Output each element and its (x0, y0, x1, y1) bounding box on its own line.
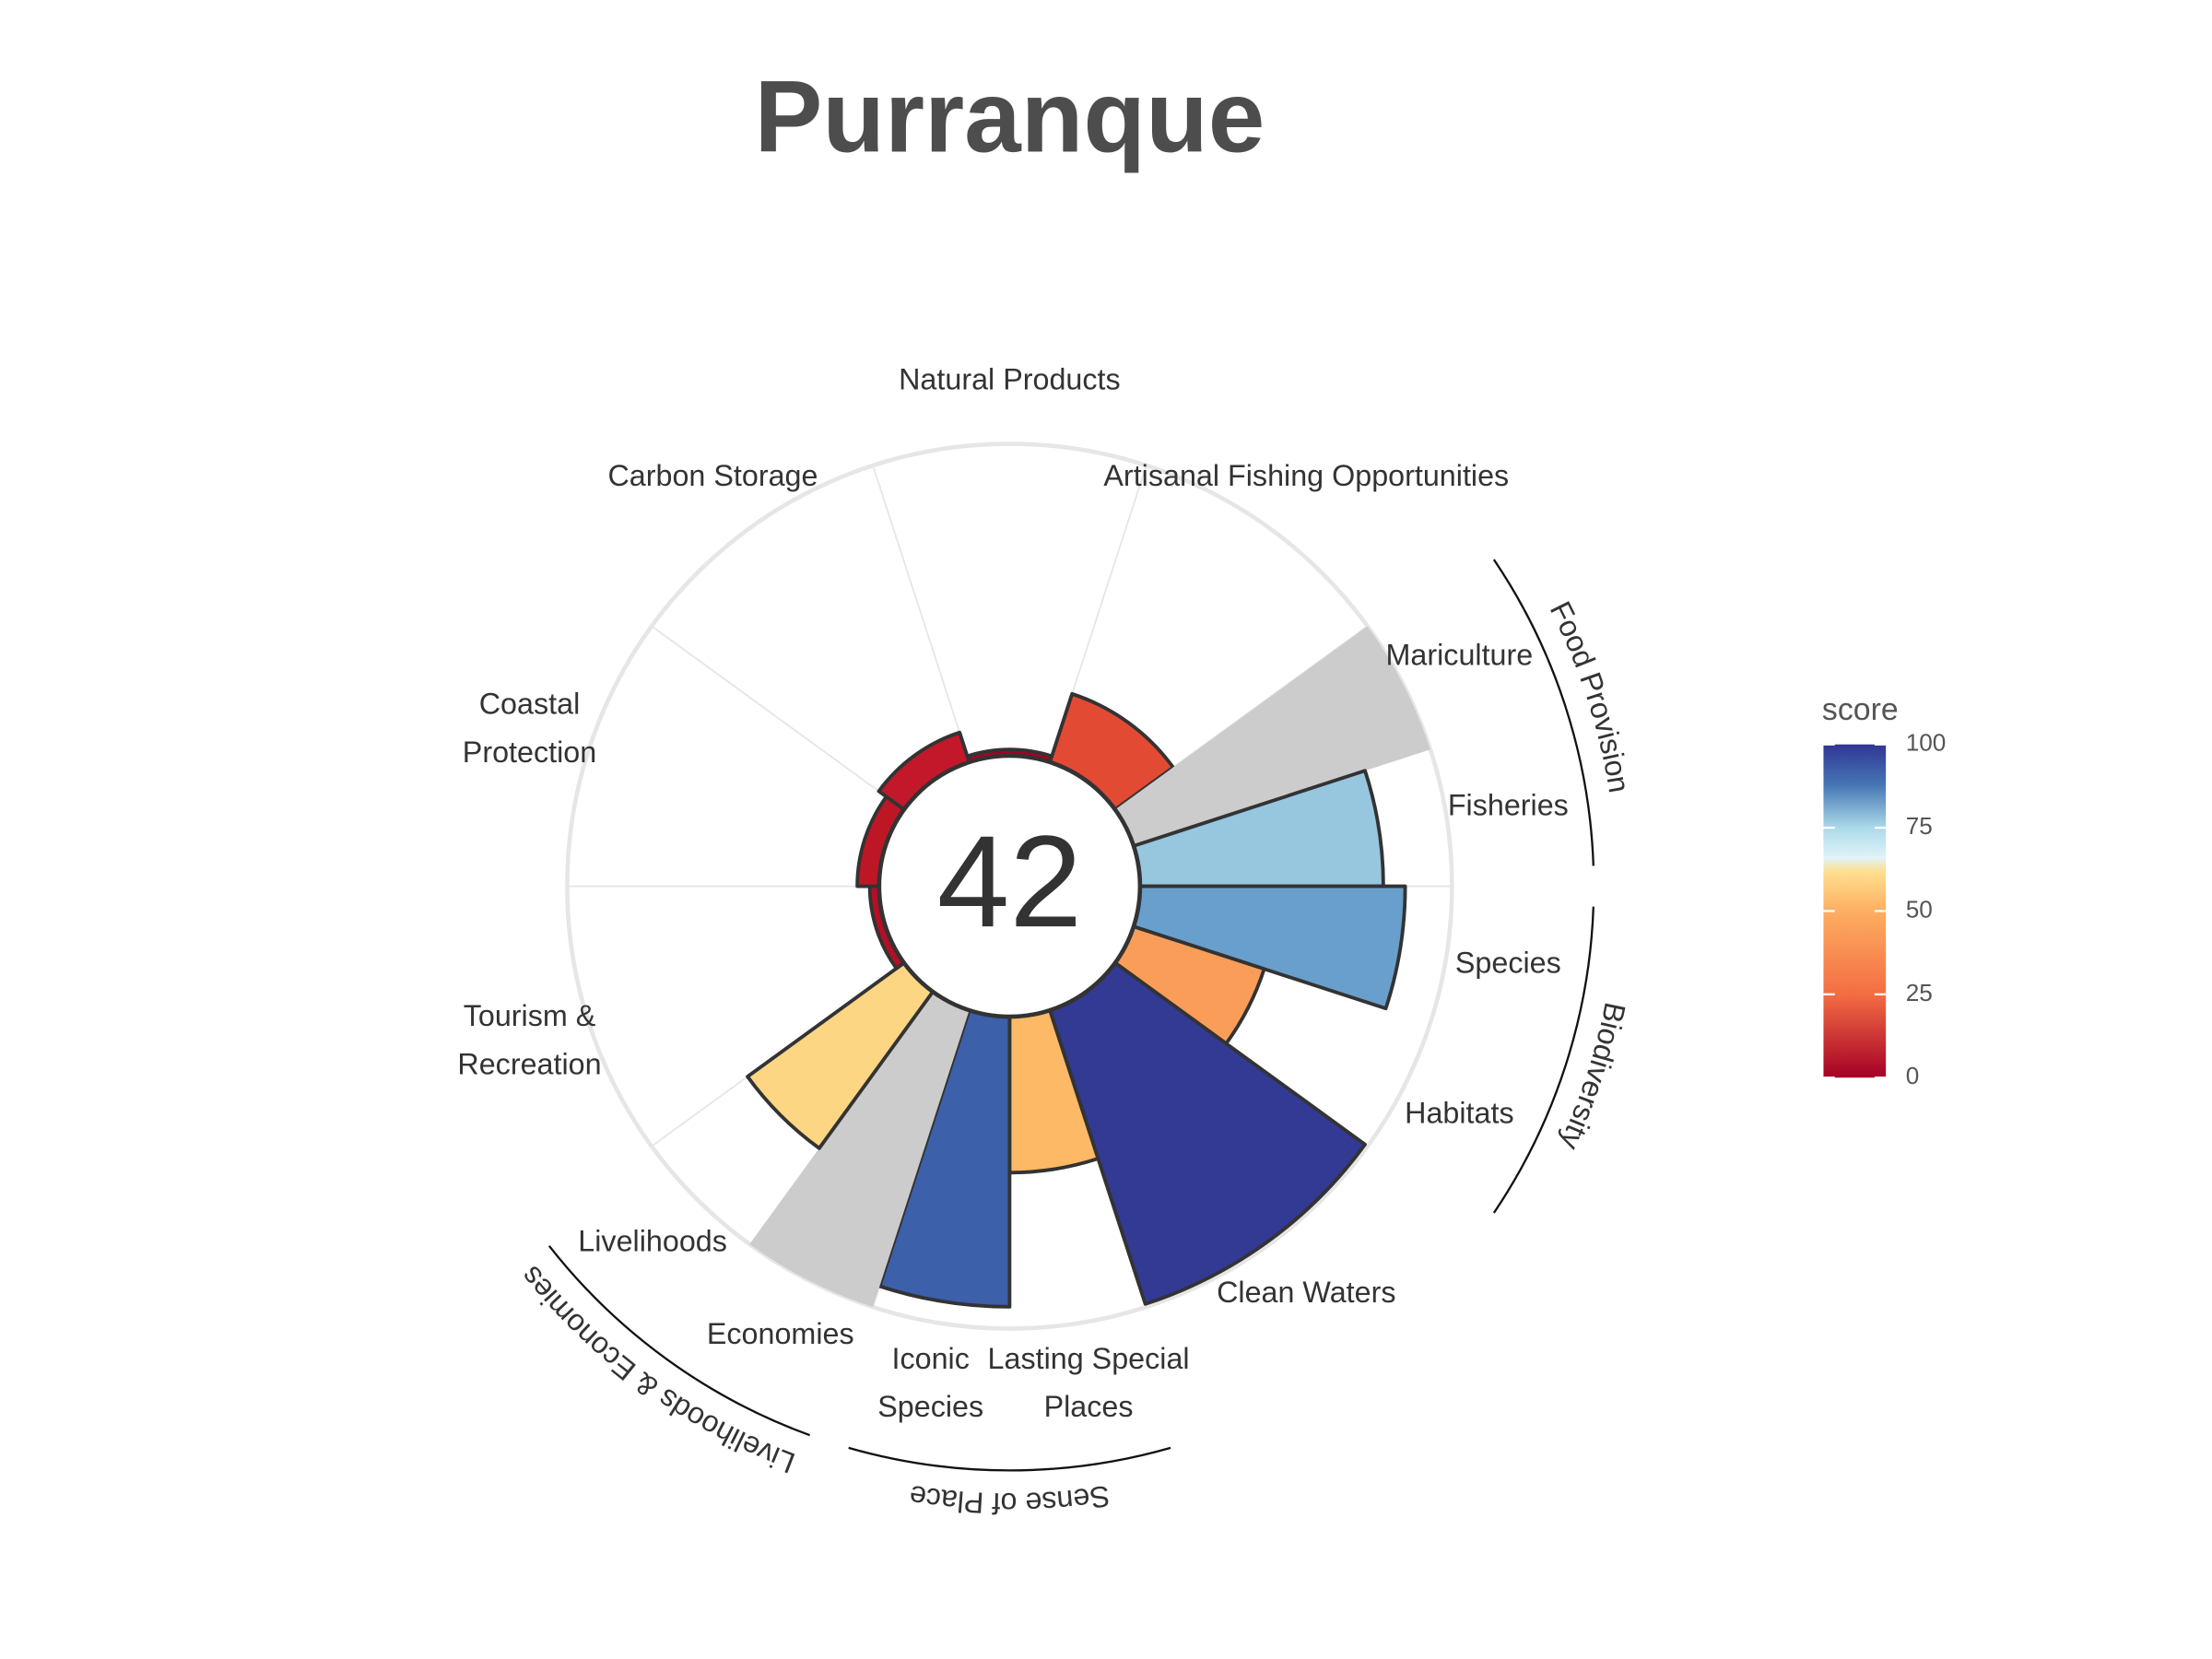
petal-na (749, 992, 970, 1308)
group-arc (1492, 906, 1594, 1214)
group-arc (848, 1446, 1171, 1472)
petal-label: Livelihoods (578, 1224, 727, 1257)
legend: score 0 25 50 75 100 (1822, 692, 1946, 1089)
legend-tick-label: 50 (1906, 895, 1933, 923)
group-arc (547, 1245, 810, 1437)
legend-tick-label: 0 (1906, 1062, 1920, 1089)
chart-title: Purranque (754, 61, 1265, 174)
petal-label: Iconic (892, 1342, 970, 1375)
petal-label: Places (1044, 1390, 1134, 1423)
petal-label: Natural Products (899, 362, 1121, 395)
petal-label: Carbon Storage (607, 459, 818, 492)
petal-label: Species (1455, 947, 1561, 980)
petal-label: Coastal (479, 688, 581, 721)
petal-label: Habitats (1405, 1097, 1513, 1130)
petal-label: Clean Waters (1217, 1276, 1395, 1309)
petal-label: Mariculture (1386, 638, 1534, 671)
petal-label: Economies (707, 1317, 854, 1350)
center-score: 42 (937, 808, 1082, 954)
petals: 42 (746, 626, 1430, 1309)
petal-label: Tourism & (464, 999, 596, 1032)
petal-label: Recreation (457, 1047, 601, 1080)
group-arc (1492, 559, 1594, 866)
legend-title: score (1822, 692, 1899, 727)
petal-label: Protection (463, 735, 596, 769)
labels: Natural Products Artisanal Fishing Opport… (457, 362, 1568, 1423)
petal-label: Artisanal Fishing Opportunities (1103, 459, 1509, 492)
legend-tick-label: 25 (1906, 979, 1933, 1006)
legend-tick-label: 75 (1906, 812, 1933, 840)
petal-label: Species (877, 1390, 983, 1423)
outer-circle (565, 441, 1454, 1331)
petal-na (1114, 626, 1430, 846)
petal-label: Fisheries (1448, 788, 1569, 821)
petal-label: Lasting Special (988, 1342, 1190, 1375)
legend-tick-label: 100 (1906, 729, 1947, 757)
center-circle (877, 753, 1143, 1019)
